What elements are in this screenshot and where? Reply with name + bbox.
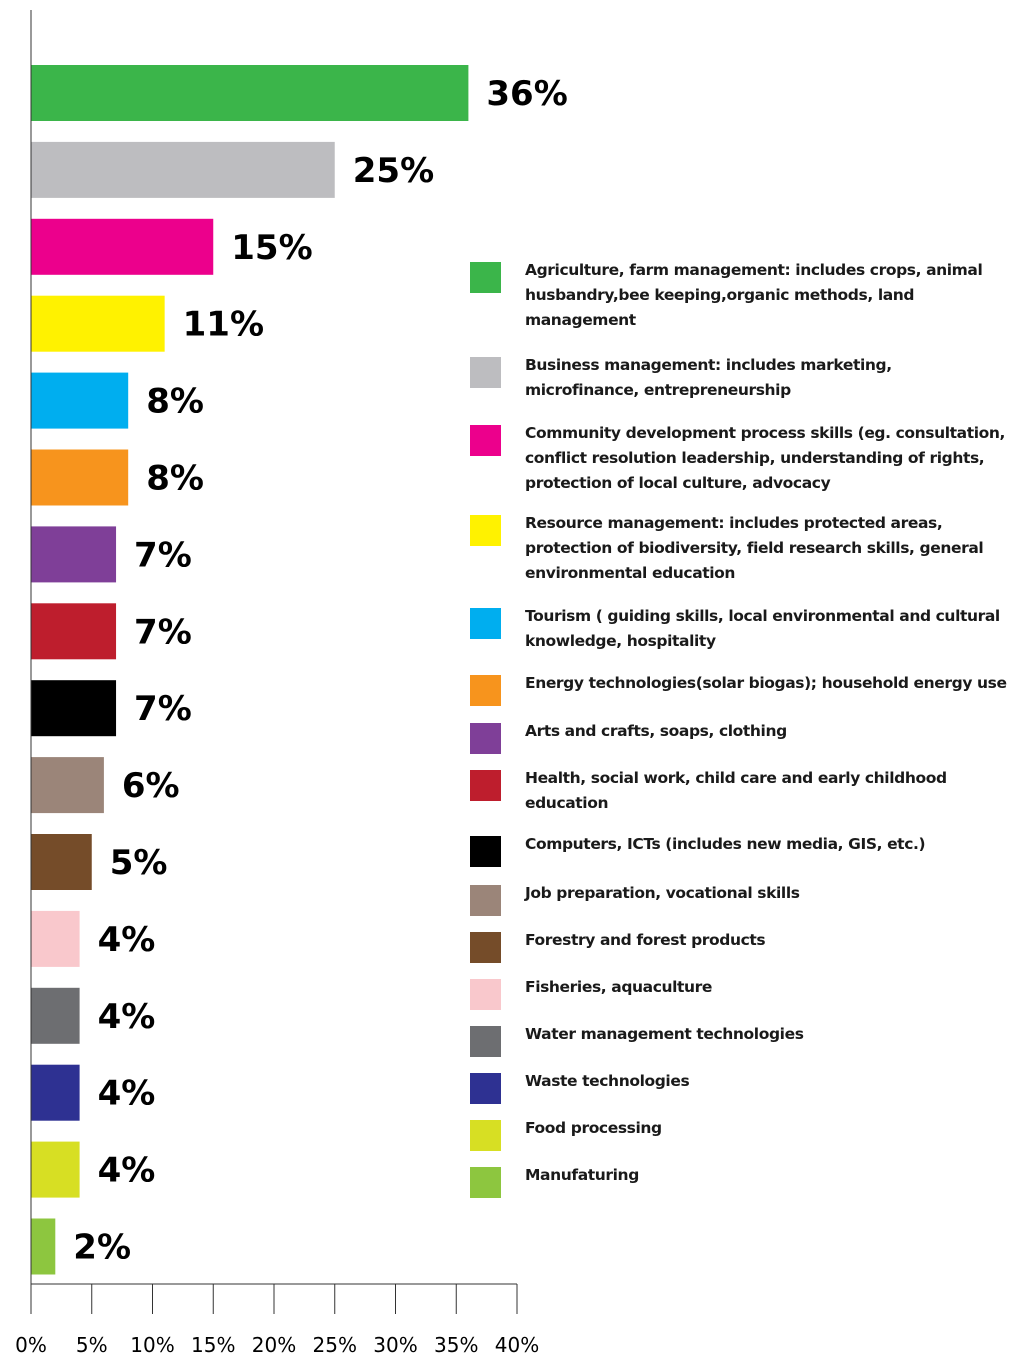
x-tick-label: 35% [434,1333,478,1357]
legend-label: Energy technologies(solar biogas); house… [525,674,1007,692]
legend-swatch [470,608,501,639]
bar-value-label: 5% [110,843,168,883]
legend-swatch [470,425,501,456]
x-tick-label: 25% [313,1333,357,1357]
bar [31,141,335,198]
legend-swatch [470,885,501,916]
bar [31,65,469,121]
bar [31,372,129,429]
bar-value-label: 4% [98,1074,156,1114]
legend-label: Computers, ICTs (includes new media, GIS… [525,835,926,853]
bar [31,987,80,1044]
bar [31,910,80,967]
x-tick-label: 10% [130,1333,174,1357]
x-tick-label: 40% [495,1333,539,1357]
legend-label: Agriculture, farm management: includes c… [525,261,983,329]
bar-value-label: 36% [486,74,567,114]
x-tick-label: 0% [15,1333,47,1357]
bars-group [31,65,469,1275]
bar [31,449,129,506]
legend-label: Tourism ( guiding skills, local environm… [525,607,1000,650]
legend-swatch [470,836,501,867]
legend-swatch [470,723,501,754]
value-labels-group: 36% 25% 15% 11% 8% 8% 7% 7% 7% 6% 5% 4% 4% 4% 4% 2% [73,74,567,1268]
legend-label: Waste technologies [525,1072,690,1090]
bar [31,757,104,814]
bar-value-label: 6% [122,766,180,806]
bar-value-label: 4% [98,920,156,960]
bar-value-label: 2% [73,1228,131,1268]
legend-label: Forestry and forest products [525,931,766,949]
x-tick-label: 5% [76,1333,108,1357]
bar-value-label: 4% [98,997,156,1037]
bar [31,680,117,737]
legend-swatch [470,1073,501,1104]
legend-swatch [470,1120,501,1151]
legend-swatch [470,357,501,388]
bar-value-label: 11% [183,305,264,345]
legend-label: Food processing [525,1119,662,1137]
bar-value-label: 7% [134,535,192,575]
x-tick-label: 15% [191,1333,235,1357]
legend-swatch [470,932,501,963]
bar-value-label: 15% [231,228,312,268]
bar-value-label: 25% [353,151,434,191]
legend-label: Business management: includes marketing,… [525,356,892,399]
bar-value-label: 8% [146,382,204,422]
legend-label: Resource management: includes protected … [525,514,984,582]
legend-label: Job preparation, vocational skills [525,884,800,902]
bar-value-label: 7% [134,689,192,729]
x-ticks-group: 0% 5% 10% 15% 20% 25% 30% 35% 40% [15,1284,539,1357]
legend-label: Community development process skills (eg… [525,424,1006,492]
bar [31,1064,80,1121]
bar [31,295,165,352]
legend-label: Manufaturing [525,1166,639,1184]
bar [31,1218,56,1275]
legend-swatch [470,979,501,1010]
legend-swatch [470,1167,501,1198]
legend-label: Water management technologies [525,1025,804,1043]
legend-swatch [470,515,501,546]
legend-swatch [470,770,501,801]
bar-value-label: 7% [134,612,192,652]
legend-swatch [470,1026,501,1057]
legend-swatch [470,675,501,706]
bar-value-label: 4% [98,1151,156,1191]
x-tick-label: 20% [252,1333,296,1357]
bar [31,834,92,890]
bar [31,1141,80,1198]
bar [31,603,117,660]
bar [31,526,117,583]
x-tick-label: 30% [373,1333,417,1357]
bar [31,218,214,275]
legend-label: Arts and crafts, soaps, clothing [525,722,787,740]
legend-label: Health, social work, child care and earl… [525,769,947,812]
legend-swatch [470,262,501,293]
bar-value-label: 8% [146,459,204,499]
legend-label: Fisheries, aquaculture [525,978,713,996]
